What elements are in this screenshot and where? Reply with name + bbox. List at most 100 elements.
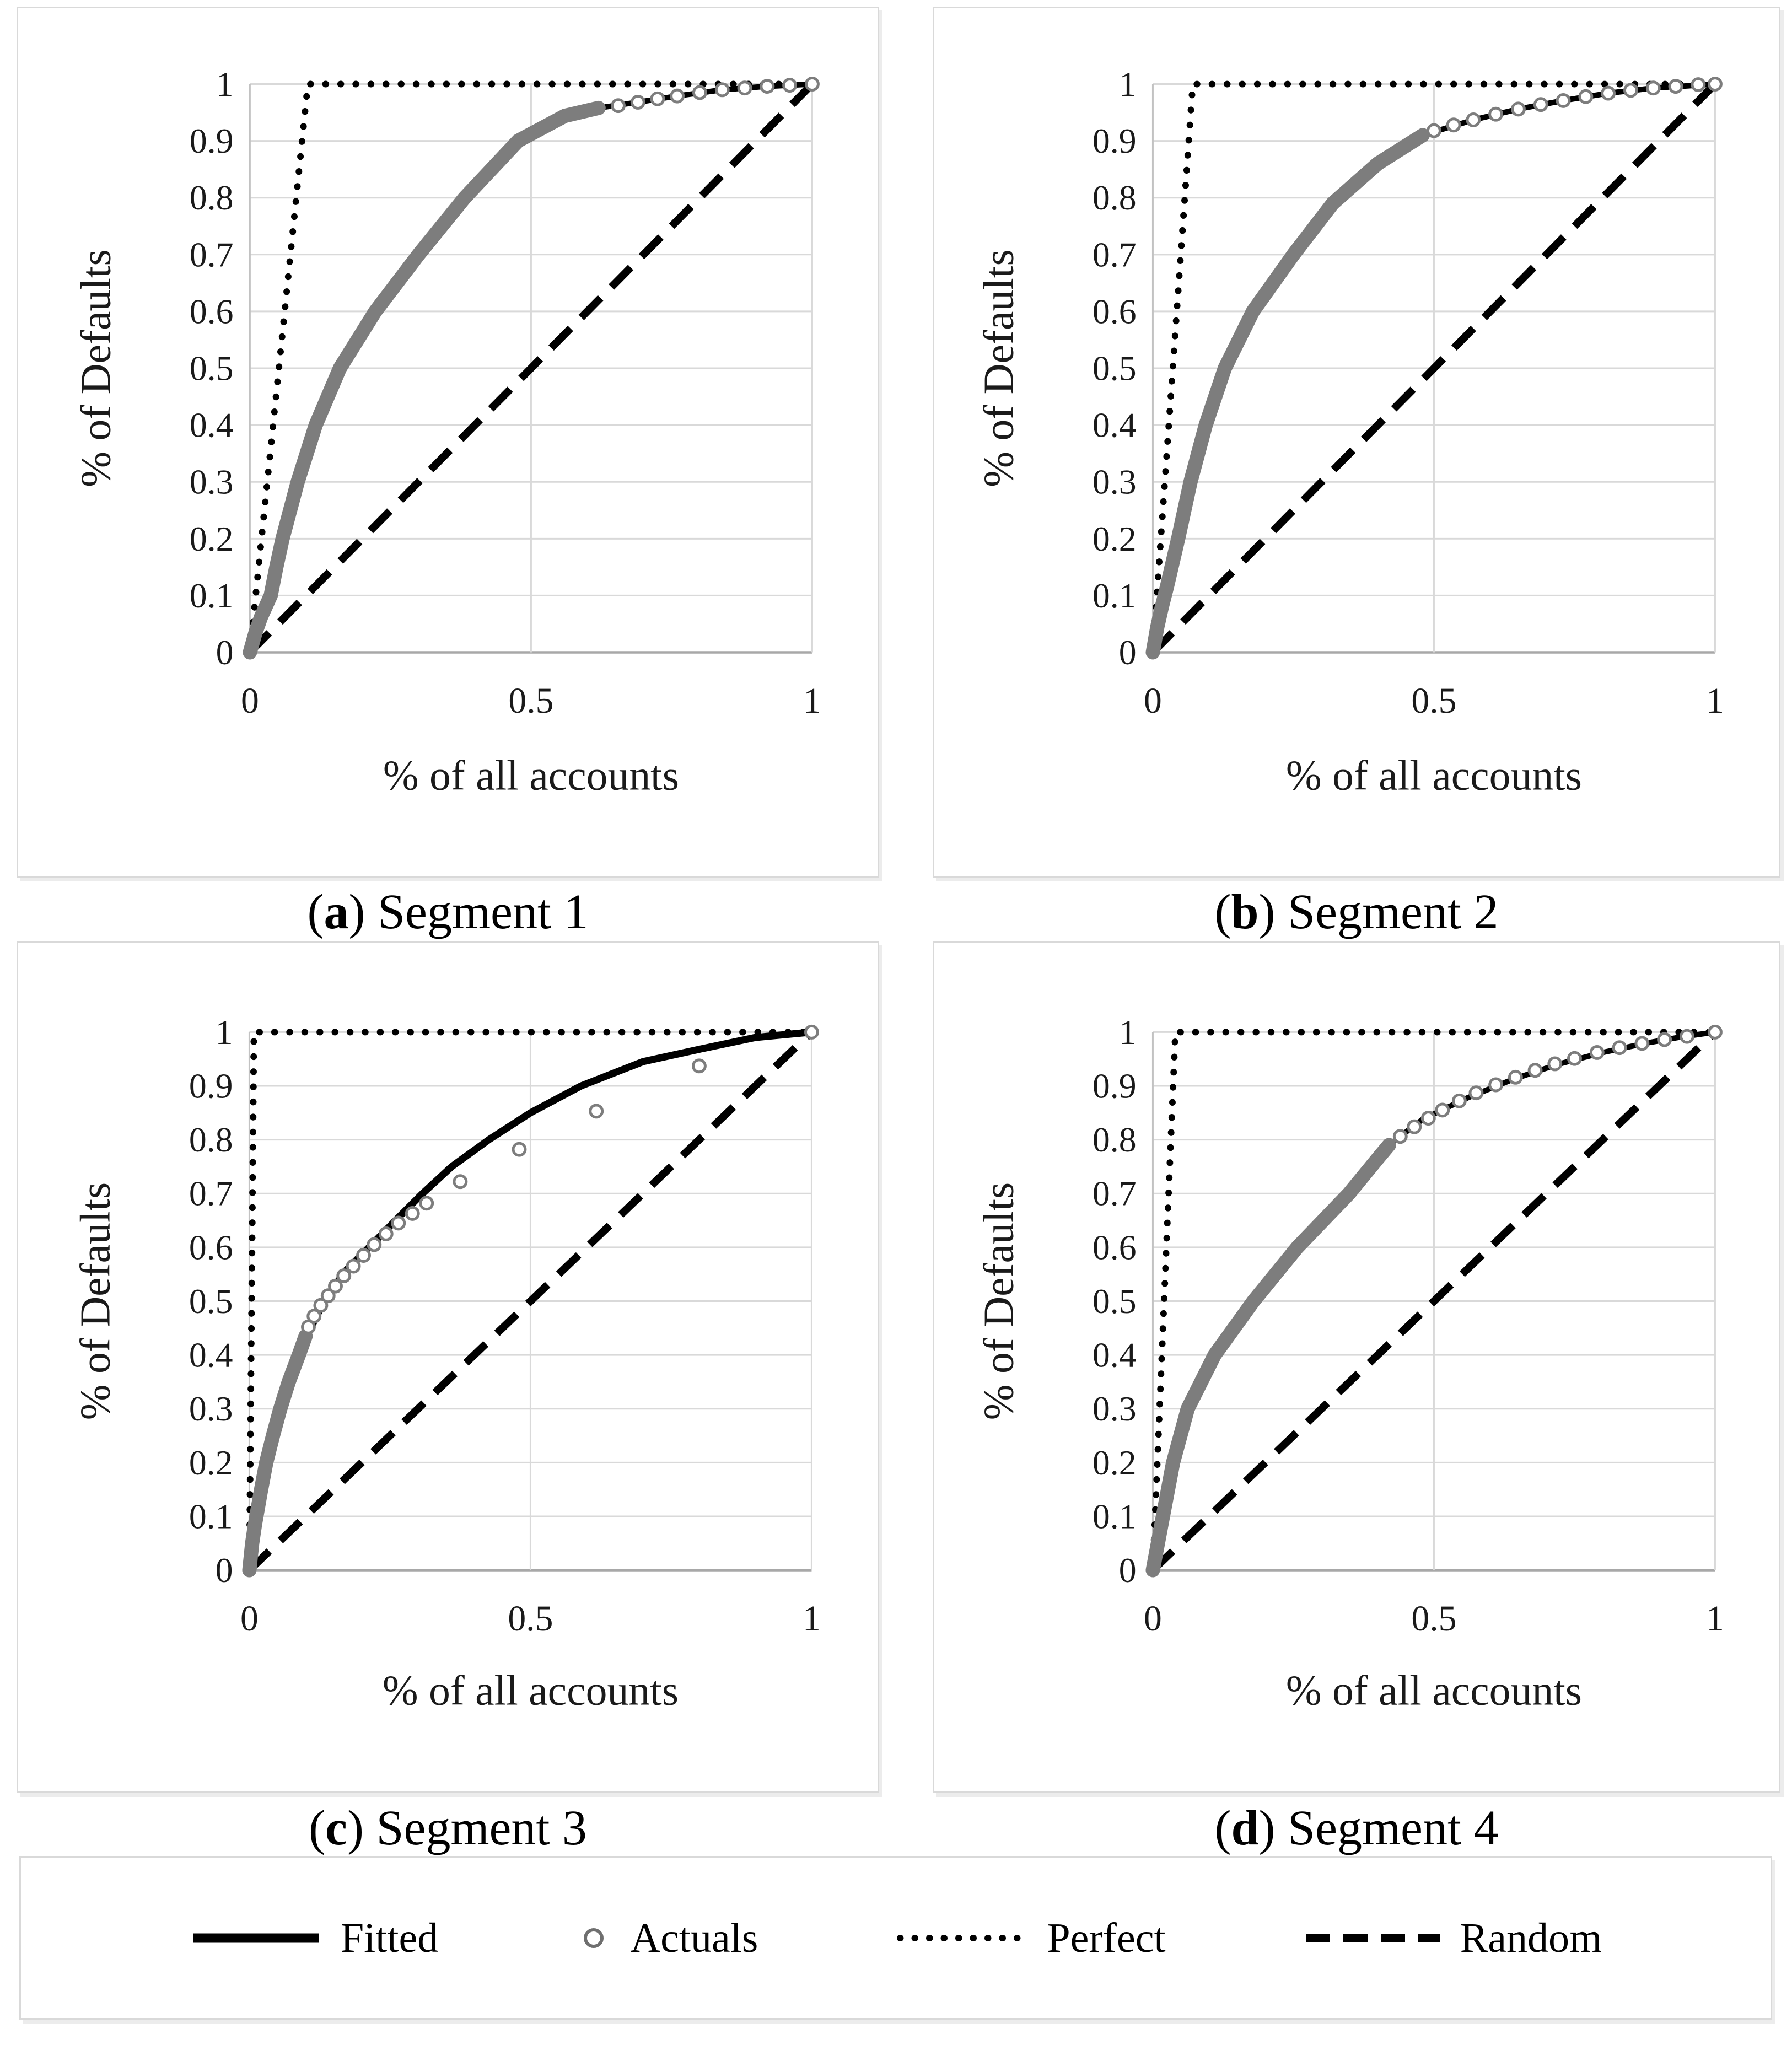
caption-letter: c (325, 1801, 347, 1855)
fitted-line-sample (192, 1933, 319, 1943)
y-tick-label: 0.1 (1093, 1497, 1137, 1536)
y-tick-label: 1 (1119, 1013, 1137, 1052)
y-tick-label: 0.7 (190, 235, 234, 274)
actuals-band (242, 1328, 313, 1578)
y-tick-label: 0.9 (1093, 121, 1137, 160)
caption-close: ) (348, 885, 378, 939)
x-tick-label: 0 (241, 681, 259, 721)
y-tick-label: 0.1 (190, 576, 234, 615)
actuals-marker (782, 78, 798, 93)
cap-chart-segment-3: 0 0.1 0.2 0.3 0.4 0.5 0.6 0.7 0.8 0.9 1 0 0.5 1 % of a… (17, 941, 879, 1793)
y-tick-label: 0.9 (189, 1066, 233, 1105)
actuals-marker (1601, 85, 1616, 101)
y-tick-label: 0.5 (1093, 349, 1137, 388)
actuals-marker (1668, 79, 1683, 94)
actuals-marker (1468, 1085, 1484, 1101)
x-axis-label: % of all accounts (1286, 1667, 1582, 1714)
actuals-marker (1691, 77, 1706, 92)
y-tick-label: 1 (1119, 64, 1137, 104)
y-tick-label: 1 (216, 64, 234, 104)
legend-label-actuals: Actuals (630, 1914, 758, 1961)
actuals-marker (346, 1258, 361, 1274)
actuals-marker (1645, 80, 1661, 96)
actuals-marker (1657, 1032, 1672, 1047)
actuals-marker (1451, 1093, 1467, 1108)
actuals-marker (1420, 1111, 1436, 1126)
actuals-band (243, 100, 606, 660)
x-axis-label: % of all accounts (383, 752, 679, 799)
y-tick-label: 0.5 (1093, 1282, 1137, 1321)
y-tick-label: 0.1 (1093, 576, 1137, 615)
y-tick-label: 0.6 (190, 292, 234, 331)
actuals-marker (1446, 117, 1461, 133)
y-tick-label: 0.2 (189, 1443, 233, 1482)
y-tick-label: 0.2 (190, 519, 234, 558)
legend-item-actuals: Actuals (576, 1914, 758, 1962)
actuals-marker (714, 82, 730, 98)
actuals-marker (1578, 89, 1594, 104)
perfect-line (246, 1029, 815, 1574)
cap-chart-segment-1: 0 0.1 0.2 0.3 0.4 0.5 0.6 0.7 0.8 0.9 1 0 0.5 1 % of a… (17, 7, 879, 878)
y-tick-label: 0.4 (190, 406, 234, 445)
actuals-marker (1612, 1040, 1627, 1056)
actuals-marker (1527, 1063, 1543, 1078)
actuals-marker (1427, 123, 1441, 138)
x-axis-label: % of all accounts (383, 1667, 679, 1714)
legend-item-random: Random (1304, 1914, 1602, 1962)
actuals-marker (630, 95, 645, 110)
y-tick-label: 0.8 (189, 1120, 233, 1159)
y-tick-label: 0.2 (1093, 1443, 1137, 1482)
y-tick-label: 1 (216, 1013, 233, 1052)
actuals-marker (313, 1298, 329, 1313)
caption-open: ( (1214, 885, 1231, 939)
legend: Fitted Actuals Perfect Random (19, 1856, 1772, 2020)
x-tick-label: 1 (803, 681, 821, 721)
actuals-marker (691, 1058, 707, 1074)
actuals-band (1145, 128, 1430, 660)
actuals-marker (1435, 1102, 1450, 1118)
random-line (247, 81, 815, 655)
caption-title: Segment 2 (1288, 885, 1499, 939)
cap-chart-segment-1-svg: 0 0.1 0.2 0.3 0.4 0.5 0.6 0.7 0.8 0.9 1 0 0.5 1 % of a… (72, 64, 821, 799)
caption-open: ( (307, 885, 324, 939)
caption-letter: b (1231, 885, 1259, 939)
actuals-band (1145, 1138, 1396, 1578)
y-tick-label: 0.3 (1093, 462, 1137, 502)
y-tick-label: 0.7 (189, 1174, 233, 1213)
x-tick-label: 0.5 (1411, 1599, 1456, 1639)
actuals-marker (1589, 1045, 1605, 1060)
actuals-marker (1508, 1069, 1523, 1085)
random-line (1150, 1029, 1718, 1573)
actuals-marker (1488, 1077, 1504, 1093)
caption-letter: d (1231, 1801, 1259, 1855)
actuals-marker (804, 1024, 819, 1040)
caption-close: ) (347, 1801, 376, 1855)
actuals-marker (1466, 112, 1481, 127)
caption-segment-1: (a) Segment 1 (17, 882, 879, 943)
actuals-marker (306, 1309, 322, 1324)
actuals-marker (589, 1104, 604, 1119)
actuals-marker (1407, 1119, 1422, 1134)
actuals-marker (367, 1237, 382, 1252)
random-line (246, 1029, 815, 1573)
actuals-marker (1511, 101, 1526, 117)
actuals-marker (1708, 77, 1723, 92)
actuals-marker (1488, 106, 1504, 122)
y-tick-label: 0.5 (190, 349, 234, 388)
perfect-line (246, 80, 816, 656)
y-tick-label: 0.8 (1093, 1120, 1137, 1159)
actuals-marker (650, 91, 665, 106)
cap-chart-segment-2-svg: 0 0.1 0.2 0.3 0.4 0.5 0.6 0.7 0.8 0.9 1 0 0.5 1 % of a… (975, 64, 1724, 799)
y-tick-label: 0.1 (189, 1497, 233, 1536)
legend-label-fitted: Fitted (340, 1914, 439, 1961)
caption-segment-4: (d) Segment 4 (933, 1798, 1780, 1859)
actuals-marker (391, 1215, 406, 1231)
actuals-marker (670, 88, 685, 104)
y-tick-label: 0.6 (1093, 1228, 1137, 1267)
random-line-sample (1305, 1934, 1440, 1942)
caption-open: ( (1214, 1801, 1231, 1855)
actuals-marker (805, 77, 820, 92)
x-axis-label: % of all accounts (1286, 752, 1582, 799)
actuals-marker (453, 1174, 468, 1190)
actuals-marker (1392, 1129, 1408, 1144)
